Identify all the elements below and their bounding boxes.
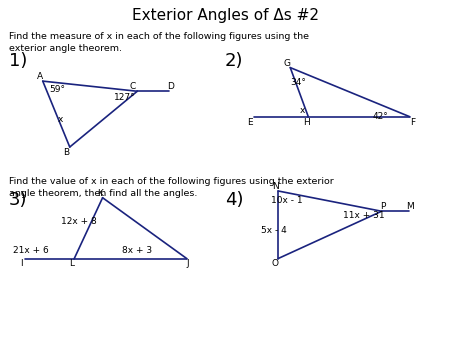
Text: D: D — [166, 82, 174, 91]
Text: 11x + 31: 11x + 31 — [343, 211, 384, 220]
Text: L: L — [69, 259, 75, 268]
Text: x: x — [300, 106, 305, 115]
Text: 34°: 34° — [290, 78, 306, 87]
Text: P: P — [380, 202, 385, 211]
Text: Find the value of x in each of the following figures using the exterior
angle th: Find the value of x in each of the follo… — [9, 177, 334, 198]
Text: Find the measure of x in each of the following figures using the
exterior angle : Find the measure of x in each of the fol… — [9, 32, 309, 53]
Text: 21x + 6: 21x + 6 — [13, 246, 49, 255]
Text: F: F — [410, 118, 415, 127]
Text: B: B — [63, 148, 70, 157]
Text: K: K — [97, 189, 103, 198]
Text: Exterior Angles of Δs #2: Exterior Angles of Δs #2 — [131, 8, 319, 23]
Text: 5x - 4: 5x - 4 — [261, 226, 287, 235]
Text: I: I — [20, 259, 23, 268]
Text: 1): 1) — [9, 52, 27, 70]
Text: 59°: 59° — [50, 85, 66, 94]
Text: 10x - 1: 10x - 1 — [271, 196, 303, 204]
Text: J: J — [187, 259, 189, 268]
Text: x: x — [58, 116, 63, 124]
Text: M: M — [406, 202, 414, 211]
Text: 4): 4) — [225, 191, 243, 209]
Text: C: C — [130, 82, 136, 91]
Text: 12x + 8: 12x + 8 — [61, 217, 97, 226]
Text: 8x + 3: 8x + 3 — [122, 246, 152, 255]
Text: 127°: 127° — [114, 93, 136, 102]
Text: O: O — [271, 259, 278, 268]
Text: N: N — [272, 183, 279, 191]
Text: G: G — [284, 59, 291, 68]
Text: 42°: 42° — [373, 112, 388, 121]
Text: A: A — [36, 72, 43, 80]
Text: 2): 2) — [225, 52, 243, 70]
Text: H: H — [304, 118, 310, 127]
Text: 3): 3) — [9, 191, 27, 209]
Text: E: E — [248, 118, 253, 127]
